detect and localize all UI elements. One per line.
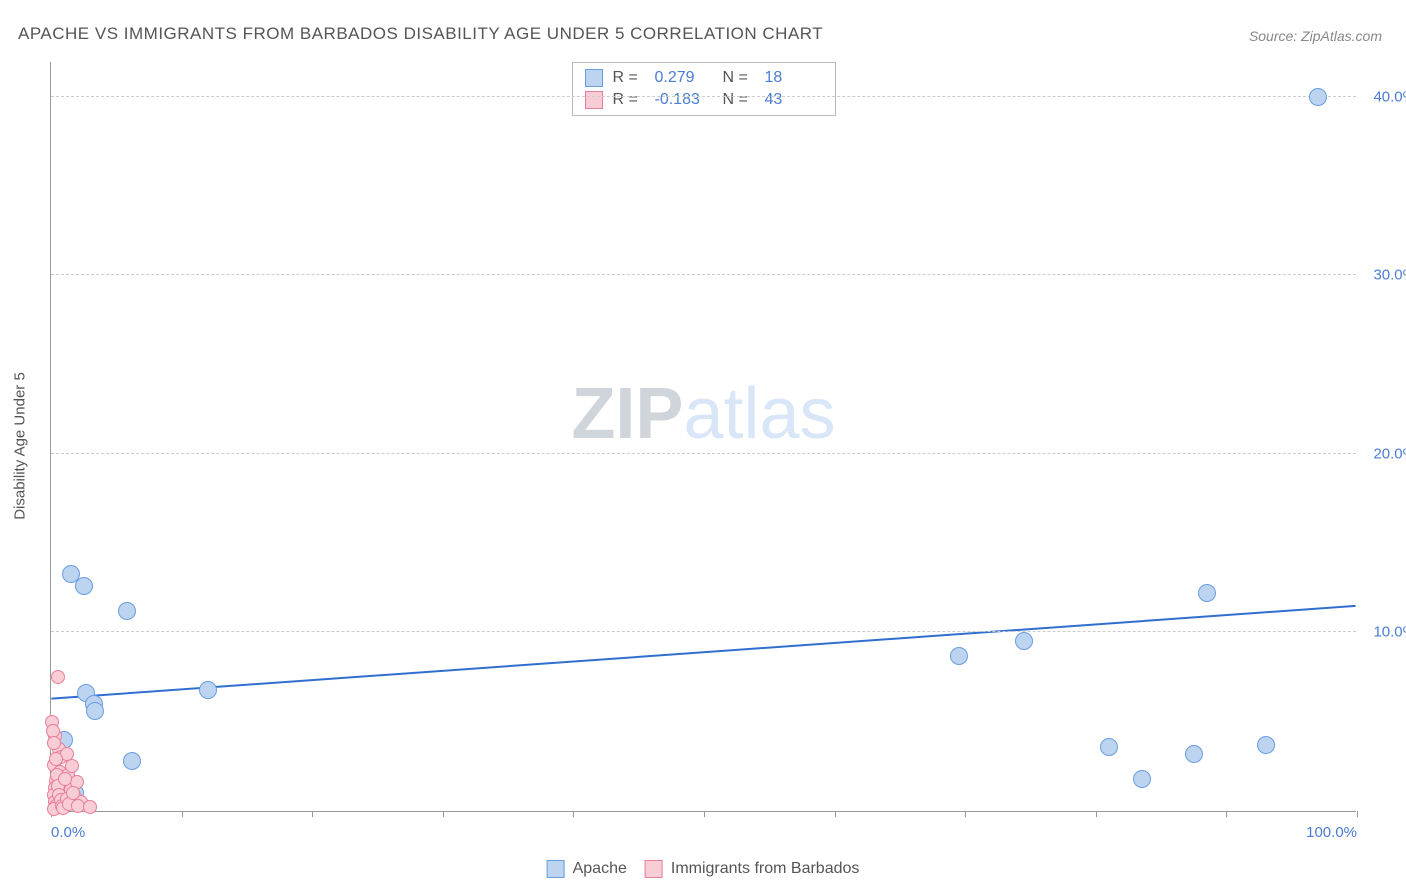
x-tick — [182, 811, 183, 817]
plot-area: ZIPatlas R =0.279N =18R =-0.183N =43 10.… — [50, 62, 1356, 812]
data-point — [51, 670, 65, 684]
legend-r-value: -0.183 — [655, 91, 713, 109]
gridline — [51, 274, 1356, 275]
x-tick — [1226, 811, 1227, 817]
x-tick — [1357, 811, 1358, 817]
legend-label: Immigrants from Barbados — [671, 860, 860, 878]
legend-r-label: R = — [613, 69, 645, 87]
data-point — [1309, 88, 1327, 106]
y-tick-label: 30.0% — [1361, 267, 1406, 284]
data-point — [1100, 738, 1118, 756]
x-tick — [704, 811, 705, 817]
data-point — [1015, 632, 1033, 650]
data-point — [1198, 584, 1216, 602]
gridline — [51, 453, 1356, 454]
data-point — [950, 647, 968, 665]
data-point — [47, 736, 61, 750]
trend-line — [51, 606, 1355, 699]
data-point — [118, 602, 136, 620]
gridline — [51, 96, 1356, 97]
y-tick-label: 40.0% — [1361, 88, 1406, 105]
data-point — [75, 577, 93, 595]
x-tick — [443, 811, 444, 817]
legend-r-value: 0.279 — [655, 69, 713, 87]
watermark: ZIPatlas — [571, 373, 835, 455]
legend-item: Apache — [547, 860, 627, 878]
data-point — [199, 681, 217, 699]
data-point — [49, 752, 63, 766]
data-point — [1257, 736, 1275, 754]
legend-item: Immigrants from Barbados — [645, 860, 860, 878]
y-tick-label: 20.0% — [1361, 445, 1406, 462]
x-tick — [965, 811, 966, 817]
data-point — [123, 752, 141, 770]
data-point — [83, 800, 97, 814]
x-tick — [835, 811, 836, 817]
legend-row: R = -0.183 N = 43 — [585, 89, 823, 111]
source-attribution: Source: ZipAtlas.com — [1249, 28, 1382, 44]
x-tick — [1096, 811, 1097, 817]
trend-svg — [51, 62, 1356, 811]
data-point — [1185, 745, 1203, 763]
x-tick-label: 100.0% — [1306, 824, 1357, 841]
y-axis-label: Disability Age Under 5 — [12, 372, 29, 520]
legend-swatch — [645, 860, 663, 878]
legend-swatch — [585, 69, 603, 87]
legend-row: R = 0.279 N = 18 — [585, 67, 823, 89]
x-tick — [573, 811, 574, 817]
legend-n-value: 18 — [765, 69, 823, 87]
chart-title: APACHE VS IMMIGRANTS FROM BARBADOS DISAB… — [18, 24, 823, 44]
watermark-zip: ZIP — [571, 374, 683, 454]
legend-n-label: N = — [723, 69, 755, 87]
x-tick-label: 0.0% — [51, 824, 85, 841]
y-tick-label: 10.0% — [1361, 624, 1406, 641]
legend-n-value: 43 — [765, 91, 823, 109]
legend-series: Apache Immigrants from Barbados — [547, 860, 860, 878]
data-point — [58, 772, 72, 786]
legend-label: Apache — [573, 860, 627, 878]
legend-r-label: R = — [613, 91, 645, 109]
data-point — [86, 702, 104, 720]
watermark-atlas: atlas — [683, 374, 835, 454]
legend-n-label: N = — [723, 91, 755, 109]
legend-swatch — [585, 91, 603, 109]
legend-correlation: R = 0.279 N = 18 R = -0.183 N = 43 — [572, 62, 836, 116]
x-tick — [312, 811, 313, 817]
gridline — [51, 631, 1356, 632]
legend-swatch — [547, 860, 565, 878]
data-point — [1133, 770, 1151, 788]
